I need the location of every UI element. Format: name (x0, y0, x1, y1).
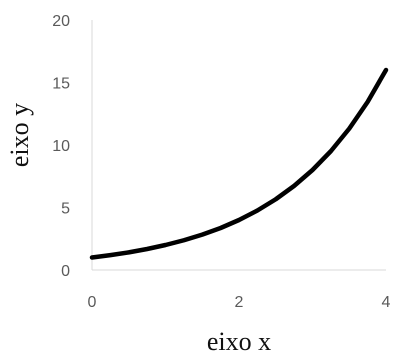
y-tick-label: 5 (61, 201, 70, 218)
y-axis-title: eixo y (5, 103, 34, 167)
y-tick-labels: 0 5 10 15 20 (52, 13, 70, 280)
series-line (89, 67, 389, 260)
x-tick-labels: 0 2 4 (88, 294, 391, 311)
x-axis-title: eixo x (207, 327, 271, 356)
y-tick-label: 0 (61, 263, 70, 280)
y-tick-label: 20 (52, 13, 70, 30)
x-tick-label: 4 (382, 294, 391, 311)
x-tick-label: 0 (88, 294, 97, 311)
y-tick-label: 15 (52, 76, 70, 93)
x-tick-label: 2 (235, 294, 244, 311)
y-tick-label: 10 (52, 138, 70, 155)
